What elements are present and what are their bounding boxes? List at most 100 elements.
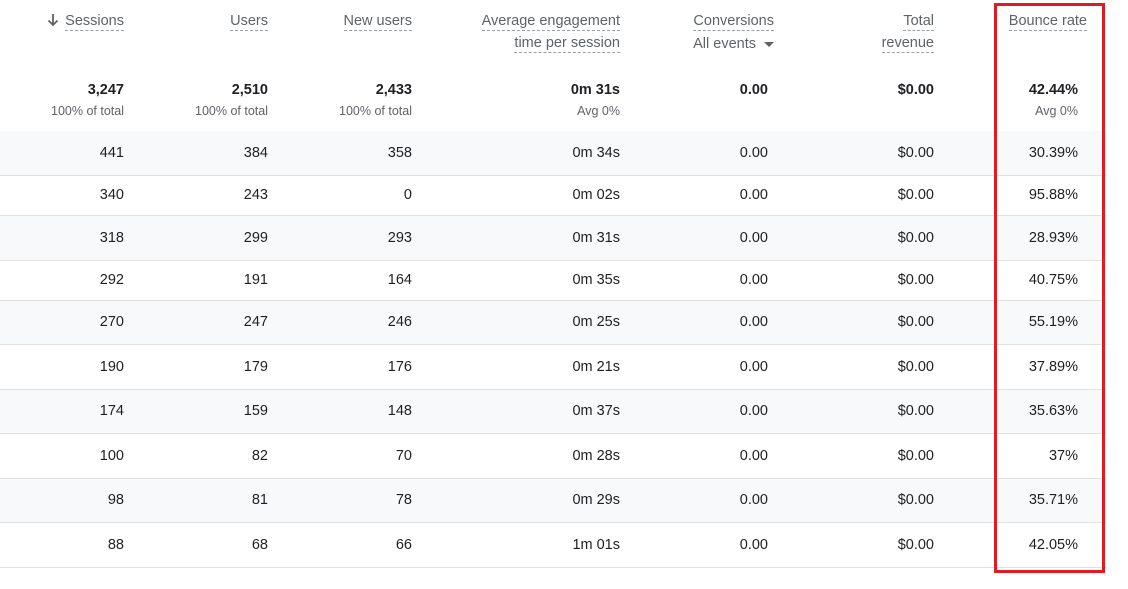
total-bounce-rate-sub: Avg 0% [1035,104,1078,118]
cell-total-revenue: $0.00 [897,537,934,553]
col-header-avg-engagement-line1: Average engagement [481,13,620,31]
cell-users: 179 [243,359,268,375]
cell-users: 384 [243,145,268,161]
cell-sessions: 318 [99,230,124,246]
cell-bounce-rate: 42.05% [1028,537,1078,553]
cell-bounce-rate: 95.88% [1028,187,1078,203]
cell-avg-engagement: 0m 31s [572,230,620,246]
col-header-new-users[interactable]: New users [343,10,412,32]
cell-sessions: 340 [99,187,124,203]
cell-total-revenue: $0.00 [897,448,934,464]
cell-new-users: 148 [387,403,412,419]
cell-avg-engagement: 0m 28s [572,448,620,464]
cell-new-users: 246 [387,314,412,330]
cell-conversions: 0.00 [739,272,768,288]
cell-new-users: 176 [387,359,412,375]
table-body: 441 384 358 0m 34s 0.00 $0.00 30.39% 340… [0,131,1106,568]
analytics-table: Sessions Users New users Average engagem… [0,0,1106,568]
cell-users: 243 [243,187,268,203]
caret-down-icon [764,33,774,55]
cell-new-users: 293 [387,230,412,246]
total-sessions-share: 100% of total [51,104,124,118]
cell-avg-engagement: 0m 34s [572,145,620,161]
total-new-users-value: 2,433 [375,82,412,98]
cell-new-users: 164 [387,272,412,288]
cell-total-revenue: $0.00 [897,314,934,330]
total-users-value: 2,510 [231,82,268,98]
cell-bounce-rate: 35.71% [1028,492,1078,508]
table-row[interactable]: 340 243 0 0m 02s 0.00 $0.00 95.88% [0,176,1106,216]
cell-new-users: 358 [387,145,412,161]
cell-new-users: 78 [395,492,412,508]
cell-users: 68 [251,537,268,553]
conversions-event-dropdown-value: All events [693,36,756,52]
col-header-users-label: Users [230,13,268,31]
table-row[interactable]: 318 299 293 0m 31s 0.00 $0.00 28.93% [0,216,1106,261]
cell-total-revenue: $0.00 [897,145,934,161]
totals-row: 3,247 100% of total 2,510 100% of total … [0,70,1106,133]
table-row[interactable]: 441 384 358 0m 34s 0.00 $0.00 30.39% [0,131,1106,176]
cell-sessions: 441 [99,145,124,161]
cell-total-revenue: $0.00 [897,403,934,419]
col-header-bounce-rate[interactable]: Bounce rate [1008,10,1087,32]
table-row[interactable]: 98 81 78 0m 29s 0.00 $0.00 35.71% [0,479,1106,523]
col-header-total-revenue[interactable]: Total revenue [881,10,934,54]
table-row[interactable]: 190 179 176 0m 21s 0.00 $0.00 37.89% [0,345,1106,390]
cell-avg-engagement: 0m 29s [572,492,620,508]
table-row[interactable]: 100 82 70 0m 28s 0.00 $0.00 37% [0,434,1106,479]
cell-avg-engagement: 0m 25s [572,314,620,330]
cell-conversions: 0.00 [739,492,768,508]
cell-users: 299 [243,230,268,246]
table-row[interactable]: 174 159 148 0m 37s 0.00 $0.00 35.63% [0,390,1106,434]
col-header-bounce-rate-label: Bounce rate [1008,13,1087,31]
table-row[interactable]: 270 247 246 0m 25s 0.00 $0.00 55.19% [0,301,1106,345]
table-row[interactable]: 88 68 66 1m 01s 0.00 $0.00 42.05% [0,523,1106,568]
total-avg-engagement-sub: Avg 0% [577,104,620,118]
cell-total-revenue: $0.00 [897,359,934,375]
cell-avg-engagement: 0m 02s [572,187,620,203]
cell-bounce-rate: 37% [1048,448,1078,464]
col-header-avg-engagement-line2: time per session [514,35,620,53]
cell-bounce-rate: 40.75% [1028,272,1078,288]
cell-avg-engagement: 0m 21s [572,359,620,375]
cell-users: 159 [243,403,268,419]
total-new-users-share: 100% of total [339,104,412,118]
total-sessions-value: 3,247 [87,82,124,98]
cell-conversions: 0.00 [739,403,768,419]
col-header-sessions[interactable]: Sessions [47,10,124,34]
cell-conversions: 0.00 [739,537,768,553]
cell-avg-engagement: 0m 35s [572,272,620,288]
cell-bounce-rate: 28.93% [1028,230,1078,246]
cell-new-users: 66 [395,537,412,553]
cell-avg-engagement: 1m 01s [572,537,620,553]
table-row[interactable]: 292 191 164 0m 35s 0.00 $0.00 40.75% [0,261,1106,301]
cell-total-revenue: $0.00 [897,187,934,203]
total-conversions-value: 0.00 [739,82,768,98]
cell-conversions: 0.00 [739,448,768,464]
cell-total-revenue: $0.00 [897,492,934,508]
cell-total-revenue: $0.00 [897,230,934,246]
cell-avg-engagement: 0m 37s [572,403,620,419]
col-header-new-users-label: New users [343,13,412,31]
cell-conversions: 0.00 [739,359,768,375]
col-header-users[interactable]: Users [230,10,268,32]
cell-sessions: 270 [99,314,124,330]
col-header-conversions-label: Conversions [693,13,774,31]
cell-conversions: 0.00 [739,230,768,246]
cell-users: 82 [251,448,268,464]
conversions-event-dropdown[interactable]: All events [693,33,774,55]
col-header-sessions-label: Sessions [65,13,124,31]
cell-sessions: 88 [107,537,124,553]
arrow-down-icon [47,12,59,34]
cell-conversions: 0.00 [739,145,768,161]
cell-users: 247 [243,314,268,330]
col-header-conversions[interactable]: Conversions All events [693,10,774,55]
cell-bounce-rate: 55.19% [1028,314,1078,330]
cell-sessions: 292 [99,272,124,288]
cell-sessions: 100 [99,448,124,464]
col-header-avg-engagement[interactable]: Average engagement time per session [481,10,620,54]
cell-conversions: 0.00 [739,314,768,330]
cell-new-users: 70 [395,448,412,464]
cell-sessions: 98 [107,492,124,508]
cell-users: 81 [251,492,268,508]
